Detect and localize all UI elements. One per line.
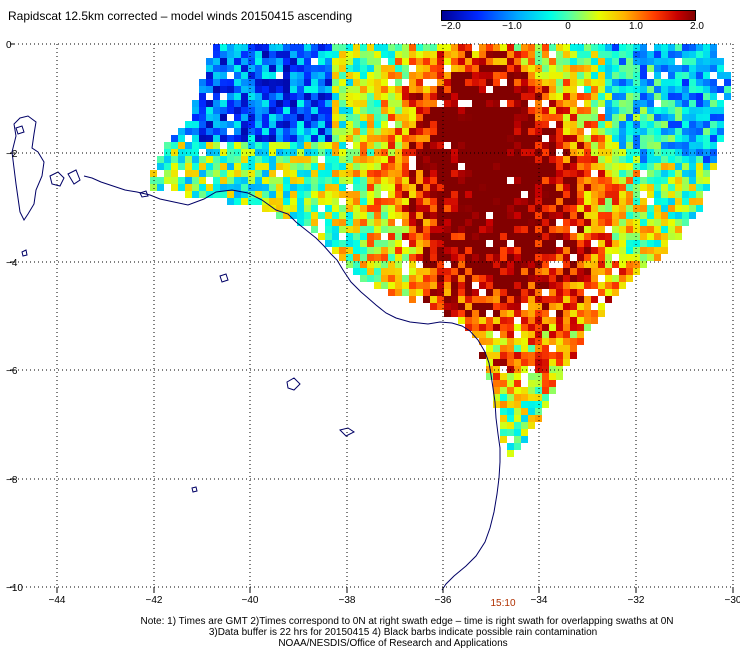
- x-tick-label: −44: [49, 595, 66, 606]
- note-line-1: Note: 1) Times are GMT 2)Times correspon…: [140, 616, 674, 627]
- x-tick-label: −40: [242, 595, 259, 606]
- colorbar-label-min: −2.0: [441, 21, 461, 32]
- swath-time-label: 15:10: [490, 598, 516, 609]
- y-tick-label: −10: [6, 583, 23, 594]
- coastline-islet-a: [15, 125, 25, 135]
- colorbar-label-pos1: 1.0: [629, 21, 643, 32]
- coastline-mainland: [83, 175, 501, 591]
- coastline-marajo-island: [11, 115, 45, 221]
- colorbar-label-max: 2.0: [690, 21, 704, 32]
- axis-tick-labels: −44 −42 −40 −38 −36 −34 −32 −30 0 −2 −4 −6 −8 −10: [6, 40, 740, 606]
- coastline-islet-b: [49, 171, 65, 187]
- x-tick-label: −36: [435, 595, 452, 606]
- y-tick-label: −2: [6, 149, 18, 160]
- y-tick-label: −4: [6, 258, 18, 269]
- x-tick-label: −30: [725, 595, 740, 606]
- coastline-islet-e: [219, 273, 229, 283]
- y-tick-label: 0: [6, 40, 12, 51]
- x-tick-label: −42: [146, 595, 163, 606]
- lat-lon-grid: [10, 43, 734, 593]
- color-scale-bar: [441, 10, 696, 21]
- x-tick-label: −32: [628, 595, 645, 606]
- colorbar-label-neg1: −1.0: [502, 21, 522, 32]
- coastline-islet-d: [139, 190, 149, 198]
- coastline-islet-c: [67, 169, 81, 185]
- coastline-islet-h: [191, 486, 198, 493]
- y-tick-label: −8: [6, 475, 18, 486]
- wind-swath-layer: [150, 44, 731, 457]
- coastline-islet-g: [339, 427, 355, 437]
- map-title: Rapidscat 12.5km corrected – model winds…: [8, 9, 353, 23]
- note-line-2: 3)Data buffer is 22 hrs for 20150415 4) …: [208, 627, 598, 638]
- colorbar-label-zero: 0: [565, 21, 571, 32]
- x-tick-label: −34: [531, 595, 548, 606]
- y-tick-label: −6: [6, 366, 18, 377]
- note-line-3: NOAA/NESDIS/Office of Research and Appli…: [278, 638, 508, 649]
- coastline-islet-i: [21, 249, 28, 257]
- coastline-islet-f: [286, 377, 301, 391]
- x-tick-label: −38: [339, 595, 356, 606]
